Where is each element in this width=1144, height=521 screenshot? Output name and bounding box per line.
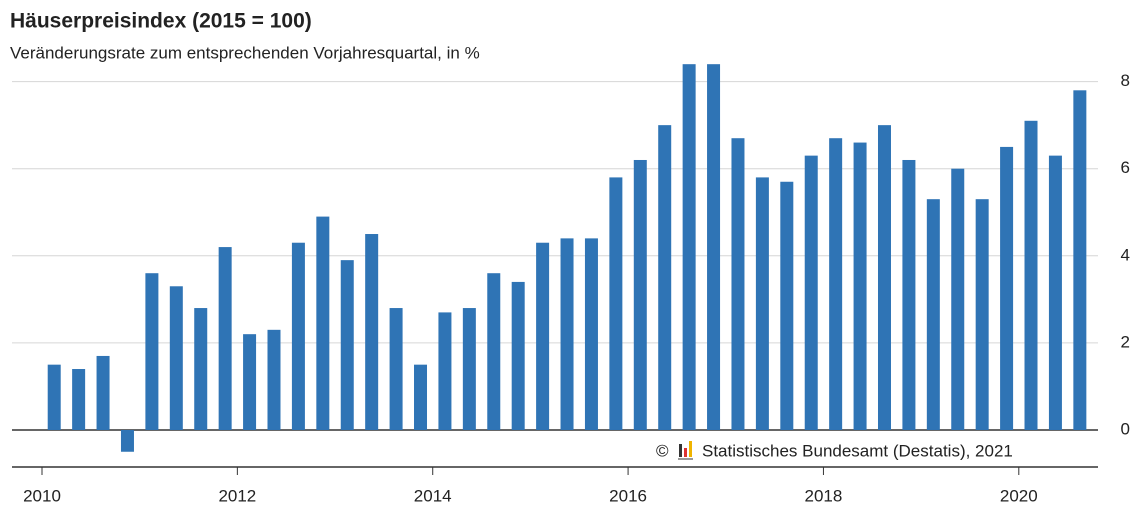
source-icon [678,441,693,460]
bar [1000,146,1014,430]
bar [707,64,721,430]
y-tick-label: 6 [1121,158,1130,177]
bar [755,177,769,430]
y-tick-label: 2 [1121,332,1130,351]
bar [853,142,867,430]
bar [96,355,110,430]
bar [462,308,476,430]
x-tick-label: 2012 [218,486,256,505]
x-tick-label: 2014 [414,486,452,505]
bar [1024,120,1038,430]
y-tick-label: 0 [1121,419,1130,438]
bar [1073,90,1087,430]
bar [487,273,501,430]
bar [658,125,672,430]
bar [926,199,940,430]
bar [584,238,598,430]
source: Statistisches Bundesamt (Destatis), 2021 [702,441,1013,460]
x-tick-label: 2020 [1000,486,1038,505]
bar [120,429,134,452]
y-tick-label: 8 [1121,71,1130,90]
bar [414,364,428,430]
bar [902,159,916,430]
bar [340,260,354,430]
bar [194,308,208,430]
bar [804,155,818,430]
bar [829,138,843,430]
bar [536,242,550,430]
bar [72,369,86,430]
bar [243,334,257,430]
chart-title: Häuserpreisindex (2015 = 100) [10,10,312,33]
bar [511,281,525,430]
bar [389,308,403,430]
y-tick-label: 4 [1121,245,1130,264]
x-tick-label: 2010 [23,486,61,505]
bar [731,138,745,430]
bar [267,329,281,430]
bar [169,286,183,430]
bar [633,159,647,430]
bar [682,64,696,430]
bar [780,181,794,430]
x-tick-label: 2016 [609,486,647,505]
x-tick-label: 2018 [805,486,843,505]
bar [316,216,330,430]
source-symbol: © [656,441,669,460]
bar [218,247,232,430]
bar [365,234,379,430]
bar [877,125,891,430]
bar [609,177,623,430]
bar [291,242,305,430]
chart-subtitle: Veränderungsrate zum entsprechenden Vorj… [10,43,480,62]
bar [560,238,574,430]
bar [975,199,989,430]
bar [951,168,965,430]
bar [145,273,159,430]
bar [1048,155,1062,430]
bar [438,312,452,430]
bar [47,364,61,430]
